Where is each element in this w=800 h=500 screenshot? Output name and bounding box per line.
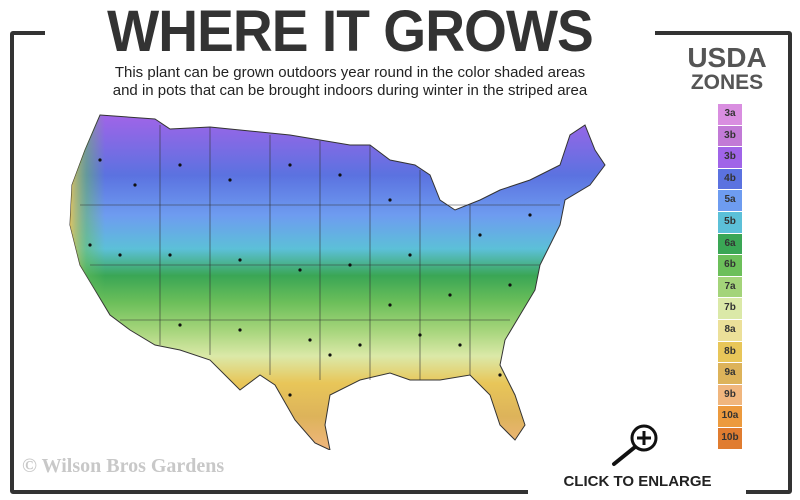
city-dot <box>448 293 452 297</box>
city-dot <box>508 283 512 287</box>
city-dot <box>298 268 302 272</box>
city-dot <box>118 253 122 257</box>
city-dot <box>228 178 232 182</box>
city-dot <box>178 323 182 327</box>
legend-zone-9a: 9a <box>718 363 742 384</box>
zone-legend: 3a 3b 3b 4b 5a 5b 6a 6b 7a 7b 8a 8b 9a 9b 10a 10b <box>718 104 742 450</box>
city-dot <box>458 343 462 347</box>
city-dot <box>168 253 172 257</box>
legend-zone-8a: 8a <box>718 319 742 341</box>
legend-zone-3a: 3a <box>718 104 742 125</box>
city-dot <box>388 198 392 202</box>
frame-gap <box>528 478 746 500</box>
city-dot <box>238 258 242 262</box>
legend-zone-7a: 7a <box>718 276 742 298</box>
legend-title-line: USDA <box>687 42 767 73</box>
legend-zone-3b: 3b <box>718 125 742 147</box>
west-coast-zones <box>70 115 210 355</box>
legend-zone-7b: 7b <box>718 298 742 319</box>
page-title: WHERE IT GROWS <box>107 0 594 64</box>
click-to-enlarge-button[interactable]: CLICK TO ENLARGE <box>563 473 712 490</box>
city-dot <box>358 343 362 347</box>
city-dot <box>178 163 182 167</box>
city-dot <box>338 173 342 177</box>
city-dot <box>408 253 412 257</box>
city-dot <box>288 393 292 397</box>
city-dot <box>288 163 292 167</box>
usda-zone-map[interactable] <box>60 105 650 450</box>
legend-zone-5a: 5a <box>718 190 742 211</box>
city-dot <box>308 338 312 342</box>
legend-title: USDA ZONES <box>672 44 782 94</box>
legend-zone-8b: 8b <box>718 341 742 363</box>
frame-gap <box>45 20 655 40</box>
subtitle-line: This plant can be grown outdoors year ro… <box>114 64 586 81</box>
legend-zone-5b: 5b <box>718 211 742 233</box>
state-borders <box>80 125 560 380</box>
city-dot <box>98 158 102 162</box>
page-subtitle: This plant can be grown outdoors year ro… <box>45 64 655 100</box>
city-dot <box>528 213 532 217</box>
subtitle-line: and in pots that can be brought indoors … <box>112 82 588 99</box>
city-dot <box>388 303 392 307</box>
legend-zone-9b: 9b <box>718 384 742 406</box>
legend-zone-10b: 10b <box>718 427 742 449</box>
copyright-watermark: © Wilson Bros Gardens <box>22 455 225 477</box>
city-dot <box>238 328 242 332</box>
magnify-plus-icon[interactable] <box>608 422 664 468</box>
city-dot <box>418 333 422 337</box>
legend-title-line: ZONES <box>690 71 764 94</box>
city-dot <box>498 373 502 377</box>
city-dot <box>133 183 137 187</box>
legend-zone-3b: 3b <box>718 147 742 168</box>
city-dot <box>88 243 92 247</box>
city-dot <box>478 233 482 237</box>
legend-zone-10a: 10a <box>718 406 742 427</box>
city-dot <box>348 263 352 267</box>
legend-zone-4b: 4b <box>718 168 742 190</box>
legend-zone-6a: 6a <box>718 233 742 255</box>
legend-zone-6b: 6b <box>718 255 742 276</box>
city-dot <box>328 353 332 357</box>
